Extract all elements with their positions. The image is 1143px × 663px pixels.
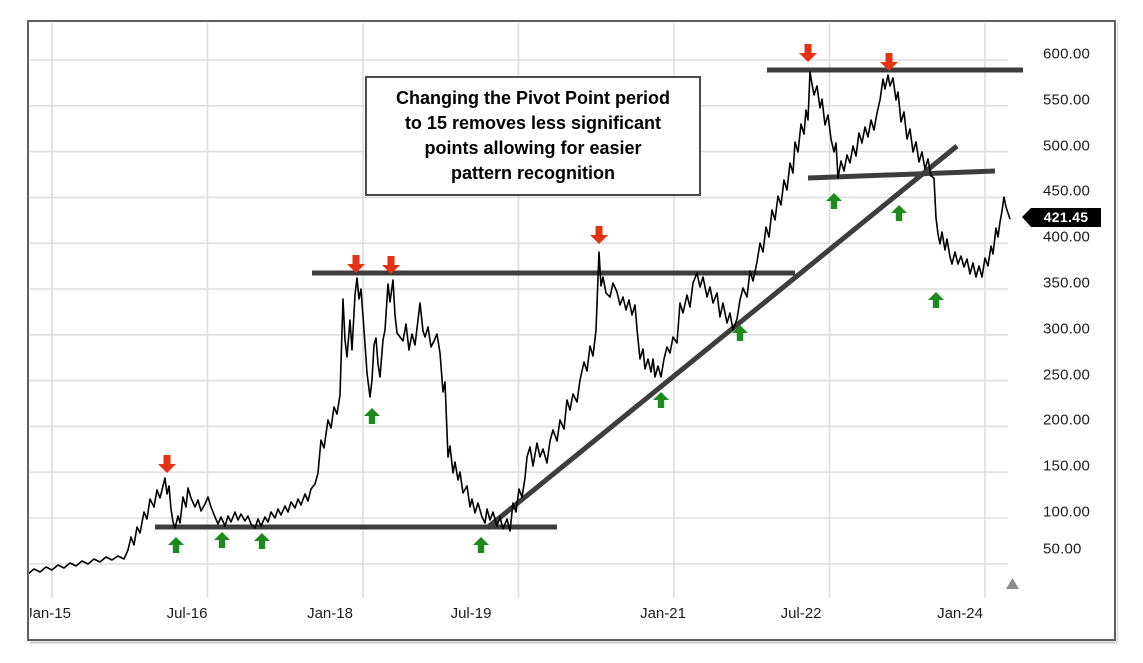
green-up-arrow-icon xyxy=(732,325,748,341)
green-up-arrow-icon xyxy=(928,292,944,308)
y-axis-label: 500.00 xyxy=(1043,137,1091,155)
price-line xyxy=(27,71,1011,575)
y-axis-label: 450.00 xyxy=(1043,182,1091,200)
red-down-arrow-icon xyxy=(590,226,608,244)
y-axis-label: 50.00 xyxy=(1043,540,1082,558)
last-price-tag: 421.45 xyxy=(1043,209,1089,225)
trendline-uptrend-diagonal xyxy=(485,144,959,530)
y-axis-label: 250.00 xyxy=(1043,366,1091,384)
y-axis-label: 400.00 xyxy=(1043,228,1091,246)
x-axis-label: Jan-18 xyxy=(307,605,353,622)
y-axis-label: 100.00 xyxy=(1043,503,1091,521)
trendline-resistance-2023 xyxy=(807,168,996,181)
green-up-arrow-icon xyxy=(473,537,489,553)
red-down-arrow-icon xyxy=(880,53,898,71)
x-axis-label: Jan-24 xyxy=(937,605,983,622)
red-down-arrow-icon xyxy=(158,455,176,473)
green-up-arrow-icon xyxy=(891,205,907,221)
green-up-arrow-icon xyxy=(364,408,380,424)
y-axis-label: 300.00 xyxy=(1043,320,1091,338)
x-axis-label: Jan-21 xyxy=(640,605,686,622)
last-price-tag-shape xyxy=(1022,208,1101,227)
x-axis-label: Jul-22 xyxy=(780,605,822,622)
green-up-arrow-icon xyxy=(653,392,669,408)
green-up-arrow-icon xyxy=(168,537,184,553)
chart-frame xyxy=(27,20,1119,644)
gridlines xyxy=(30,23,1008,598)
y-axis-label: 150.00 xyxy=(1043,457,1091,475)
red-down-arrow-icon xyxy=(799,44,817,62)
green-up-arrow-icon xyxy=(826,193,842,209)
x-axis-label: Jan-15 xyxy=(30,605,71,622)
y-axis-label: 550.00 xyxy=(1043,91,1091,109)
trendlines xyxy=(155,67,1023,530)
y-axis-label: 200.00 xyxy=(1043,411,1091,429)
y-axis-label: 350.00 xyxy=(1043,274,1091,292)
red-down-arrow-icon xyxy=(382,256,400,274)
x-axis-label: Jul-19 xyxy=(450,605,492,622)
red-down-arrow-icon xyxy=(347,255,365,273)
x-axis-label: Jul-16 xyxy=(166,605,208,622)
scroll-triangle-icon[interactable] xyxy=(1006,578,1019,589)
green-up-arrow-icon xyxy=(214,532,230,548)
y-axis-label: 600.00 xyxy=(1043,45,1091,63)
green-up-arrow-icon xyxy=(254,533,270,549)
annotation-box: Changing the Pivot Point period to 15 re… xyxy=(365,76,701,196)
x-axis-labels: Jan-15 Jul-16 Jan-18 Jul-19 Jan-21 Jul-22 Jan-… xyxy=(30,600,1113,636)
pivot-arrows xyxy=(158,44,944,553)
